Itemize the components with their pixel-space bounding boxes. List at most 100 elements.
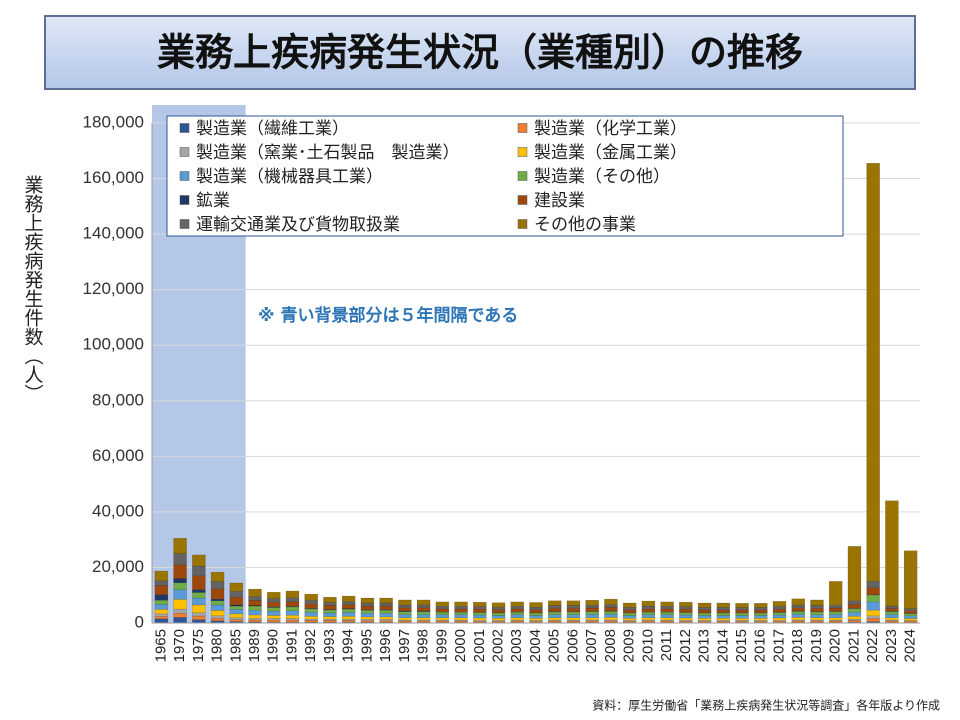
title-box: [44, 15, 916, 90]
bar-segment: [828, 611, 843, 615]
bar-segment: [660, 611, 674, 615]
bar-segment: [585, 607, 599, 612]
bar-segment: [173, 553, 187, 565]
bar-segment: [435, 601, 450, 607]
bar-segment: [341, 608, 356, 613]
bar-segment: [398, 607, 412, 612]
bar-segment: [622, 612, 637, 616]
bar-segment: [285, 610, 300, 616]
x-tick-label: 1965: [152, 629, 169, 662]
legend-swatch: [179, 123, 190, 133]
bar-segment: [885, 614, 899, 618]
bar-segment: [248, 588, 262, 597]
bar-segment: [473, 612, 487, 616]
legend-swatch: [179, 147, 190, 157]
bar-segment: [173, 599, 187, 610]
bar-segment: [828, 604, 843, 609]
bar-segment: [285, 619, 300, 623]
bar-segment: [267, 601, 281, 608]
x-tick-label: 1989: [246, 629, 263, 662]
bar-segment: [510, 608, 525, 613]
bar-segment: [791, 613, 805, 618]
bar-segment: [622, 607, 637, 611]
bar-segment: [229, 582, 244, 592]
bar-segment: [791, 617, 805, 621]
bar-segment: [398, 604, 412, 608]
bar-segment: [341, 601, 356, 605]
y-tick-label: 120,000: [83, 279, 144, 298]
bar-segment: [435, 614, 450, 618]
bar-segment: [885, 605, 899, 609]
bar-segment: [210, 581, 225, 590]
bar-segment: [697, 618, 712, 621]
bar-segment: [473, 614, 487, 619]
bar-segment: [697, 607, 712, 611]
x-tick-label: 1980: [209, 629, 226, 662]
x-tick-label: 2018: [789, 629, 806, 662]
bar-segment: [173, 613, 187, 618]
bar-segment: [622, 618, 637, 621]
bar-segment: [679, 614, 693, 619]
bar-segment: [754, 607, 768, 611]
bar-segment: [772, 612, 787, 616]
bar-segment: [229, 605, 244, 610]
legend-label: 製造業（化学工業）: [534, 119, 687, 139]
bar-segment: [791, 598, 805, 606]
bar-segment: [566, 614, 581, 618]
bar-segment: [697, 612, 712, 616]
bar-segment: [267, 591, 281, 599]
bar-segment: [866, 594, 880, 603]
bar-segment: [660, 606, 674, 610]
bar-segment: [810, 614, 824, 618]
x-tick-label: 2020: [827, 629, 844, 662]
legend-label: 鉱業: [196, 191, 230, 211]
bar-segment: [416, 604, 431, 608]
legend-swatch: [517, 171, 528, 181]
bar-segment: [323, 602, 337, 606]
bar-segment: [547, 614, 562, 618]
bar-segment: [341, 604, 356, 609]
x-tick-label: 2024: [902, 629, 919, 662]
legend-swatch: [517, 219, 528, 229]
x-tick-label: 2023: [883, 629, 900, 662]
bar-segment: [679, 606, 693, 610]
bar-segment: [304, 599, 318, 605]
x-tick-label: 1975: [190, 629, 207, 662]
x-tick-label: 2006: [564, 629, 581, 662]
bar-segment: [267, 619, 281, 623]
legend-label: 建設業: [534, 191, 585, 211]
bar-segment: [791, 604, 805, 608]
bar-segment: [866, 618, 880, 622]
bar-segment: [772, 606, 787, 610]
y-tick-label: 160,000: [83, 168, 144, 187]
bar-segment: [398, 617, 412, 621]
bar-segment: [173, 578, 187, 583]
bar-segment: [454, 608, 468, 613]
bar-segment: [847, 546, 862, 602]
bar-segment: [192, 565, 206, 577]
bar-segment: [735, 607, 749, 611]
y-tick-label: 20,000: [92, 557, 144, 576]
x-tick-label: 2021: [845, 629, 862, 662]
bar-segment: [510, 617, 525, 621]
bar-segment: [173, 564, 187, 579]
bar-segment: [566, 611, 581, 615]
bar-segment: [360, 602, 375, 607]
bar-segment: [847, 608, 862, 613]
bar-segment: [735, 612, 749, 616]
y-tick-label: 180,000: [83, 112, 144, 131]
bar-segment: [641, 617, 656, 621]
bar-segment: [585, 617, 599, 621]
x-tick-label: 1970: [171, 629, 188, 662]
bar-segment: [192, 597, 206, 606]
bar-segment: [210, 610, 225, 617]
bar-segment: [248, 596, 262, 601]
bar-segment: [735, 609, 749, 613]
bar-segment: [210, 604, 225, 611]
bar-segment: [866, 615, 880, 619]
y-tick-label: 100,000: [83, 335, 144, 354]
x-tick-label: 1996: [377, 629, 394, 662]
bar-segment: [173, 582, 187, 590]
bar-segment: [304, 611, 318, 617]
bar-segment: [341, 616, 356, 620]
